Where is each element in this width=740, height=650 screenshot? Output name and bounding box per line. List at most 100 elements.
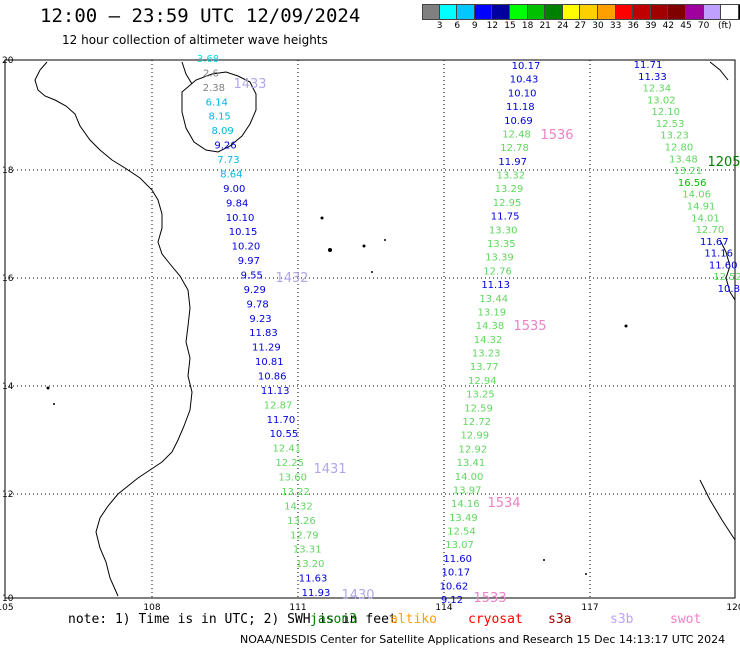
wave-height-label: 9.23 <box>249 314 271 325</box>
altimeter-tracks: 3.68 2.6 2.38 6.14 8.15 8.09 9.26 7.73 8.64 9.00 9… <box>197 54 740 606</box>
wave-height-label: 13.29 <box>495 184 524 195</box>
island <box>371 271 373 273</box>
legend-swatch <box>545 4 563 20</box>
legend-label: 6 <box>454 21 461 31</box>
leizhou-coast <box>181 61 193 85</box>
wave-height-label: 11.63 <box>299 574 328 585</box>
wave-height-label: 12.87 <box>264 400 293 411</box>
x-tick-label: 111 <box>289 603 306 613</box>
wave-height-label: 10.87 <box>718 284 740 295</box>
wave-height-label: 12.48 <box>502 129 531 140</box>
wave-height-label: 14.00 <box>455 472 484 483</box>
wave-height-label: 13.77 <box>470 362 499 373</box>
wave-height-label: 12.41 <box>272 444 301 455</box>
legend-swatch <box>439 4 458 20</box>
wave-height-label: 13.25 <box>466 390 495 401</box>
legend-swatch <box>738 4 740 20</box>
lat-lon-grid <box>5 60 735 598</box>
wave-height-label: 9.00 <box>223 184 245 195</box>
wave-height-label: 13.30 <box>489 225 518 236</box>
axis-ticks: 105 108 111 114 117 120 20 18 16 14 12 10 <box>0 56 740 613</box>
island <box>384 239 386 241</box>
wave-height-label: 13.44 <box>479 294 508 305</box>
y-tick-label: 20 <box>2 56 14 66</box>
legend-label: 70 <box>697 21 710 31</box>
wave-height-label: 13.23 <box>472 349 501 360</box>
legend-label: 24 <box>557 21 569 31</box>
legend-label: 15 <box>504 21 516 31</box>
wave-height-label: 9.97 <box>238 256 260 267</box>
wave-height-label: 10.10 <box>508 88 537 99</box>
wave-height-label: 12.94 <box>468 376 497 387</box>
wave-height-label: 13.31 <box>293 545 322 556</box>
legend-label: 3 <box>436 21 443 31</box>
pass-id-label: 1205 <box>707 155 740 170</box>
y-tick-label: 10 <box>2 594 14 604</box>
legend-swatch <box>721 4 739 20</box>
wave-height-label: 14.16 <box>451 499 480 510</box>
legend-swatch <box>527 4 546 20</box>
y-tick-label: 18 <box>2 166 14 176</box>
chart-subtitle: 12 hour collection of altimeter wave hei… <box>62 33 328 47</box>
island <box>624 324 628 328</box>
wave-height-label: 12.53 <box>656 119 685 130</box>
wave-height-label: 11.18 <box>506 102 535 113</box>
island <box>362 244 366 248</box>
wave-height-label: 13.20 <box>296 559 325 570</box>
y-tick-label: 12 <box>2 490 13 500</box>
wave-height-label: 9.84 <box>226 198 248 209</box>
wave-height-label: 14.06 <box>682 190 711 201</box>
wave-height-label: 11.70 <box>267 415 296 426</box>
wave-height-label: 12.59 <box>464 403 493 414</box>
wave-height-label: 11.93 <box>302 588 331 599</box>
legend-label: 12 <box>486 21 499 31</box>
pass-id-label: 1535 <box>513 319 546 334</box>
island <box>320 216 324 220</box>
legend-label: 45 <box>680 21 692 31</box>
pass-id-label: 1432 <box>275 271 308 286</box>
wave-height-label: 13.21 <box>673 166 702 177</box>
luzon-coast <box>719 239 736 301</box>
vietnam-coast <box>34 61 193 597</box>
pass-labels: 1433 1432 1431 1430 1536 1535 1534 1533 1205 <box>233 77 740 606</box>
wave-height-label: 11.97 <box>498 157 527 168</box>
mission-legend-item: s3b <box>610 612 634 627</box>
x-tick-label: 108 <box>143 603 160 613</box>
wave-height-label: 11.75 <box>491 212 520 223</box>
island <box>328 248 332 252</box>
legend-label: 42 <box>662 21 675 31</box>
pass-id-label: 1431 <box>313 462 346 477</box>
wave-height-label: 8.15 <box>209 112 231 123</box>
wave-height-label: 12.76 <box>483 266 512 277</box>
legend-unit: (ft) <box>717 21 732 31</box>
legend-swatch <box>703 4 722 20</box>
wave-height-label: 13.23 <box>660 131 689 142</box>
wave-height-label: 12.34 <box>643 84 672 95</box>
wave-height-label: 11.33 <box>638 72 667 83</box>
chart-title: 12:00 — 23:59 UTC 12/09/2024 <box>40 5 361 27</box>
wave-height-label: 16.56 <box>678 178 707 189</box>
legend-swatch <box>492 4 510 20</box>
x-tick-label: 105 <box>0 603 14 613</box>
wave-height-label: 13.22 <box>281 487 310 498</box>
wave-height-label: 13.39 <box>485 253 514 264</box>
legend-swatch <box>422 4 440 20</box>
legend-label: 9 <box>471 21 478 31</box>
wave-height-label: 12.54 <box>447 527 476 538</box>
wave-height-label: 13.02 <box>647 95 676 106</box>
wave-height-label: 13.41 <box>457 458 486 469</box>
footer-credit: NOAA/NESDIS Center for Satellite Applica… <box>240 633 726 646</box>
wave-height-label: 11.13 <box>481 280 510 291</box>
legend-label: 39 <box>645 21 657 31</box>
wave-height-label: 12.99 <box>460 431 489 442</box>
wave-height-label: 10.17 <box>441 568 470 579</box>
mission-legend-item: cryosat <box>468 612 523 627</box>
wave-height-label: 12.10 <box>651 107 680 118</box>
wave-height-label: 9.26 <box>214 141 236 152</box>
wave-height-label: 10.43 <box>510 75 539 86</box>
wave-height-label: 11.83 <box>249 328 278 339</box>
footer-note-text: note: 1) Time is in UTC; 2) SWH is in fe… <box>68 612 397 627</box>
wave-height-label: 7.73 <box>217 155 239 166</box>
pass-id-label: 1430 <box>341 588 374 603</box>
